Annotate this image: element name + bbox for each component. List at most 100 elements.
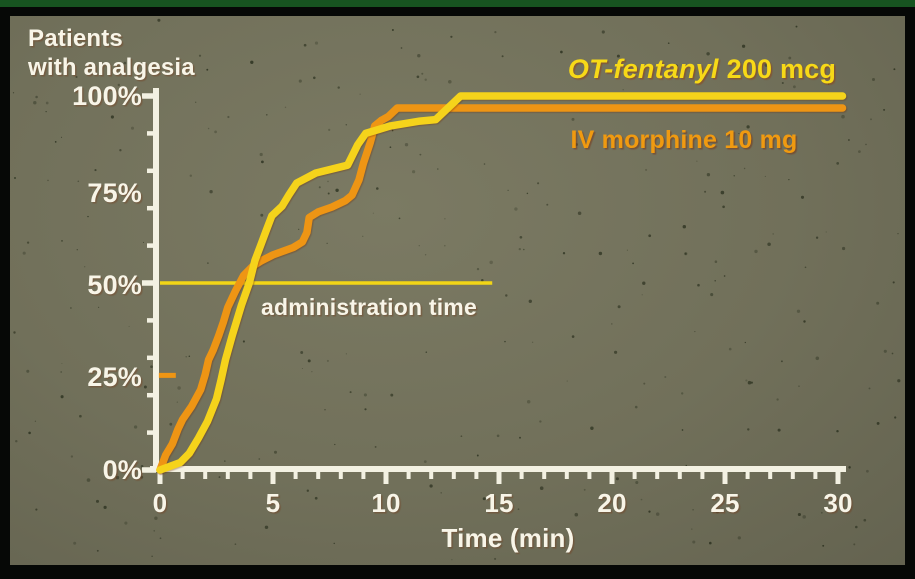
speckle [417, 54, 421, 58]
speckle [26, 241, 30, 244]
x-tick-label-30: 30 [823, 488, 853, 518]
speckle [883, 349, 887, 353]
speckle [747, 380, 752, 385]
speckle [574, 512, 579, 517]
speckle [863, 518, 867, 522]
speckle [822, 544, 825, 547]
speckle [84, 266, 86, 268]
speckle [423, 460, 427, 463]
speckle [169, 422, 173, 426]
speckle [537, 182, 540, 185]
speckle [642, 281, 646, 285]
speckle [51, 38, 53, 40]
speckle [372, 212, 374, 214]
speckle [159, 537, 162, 540]
speckle [440, 492, 442, 494]
speckle [746, 125, 750, 129]
speckle [78, 35, 82, 39]
speckle [622, 88, 624, 91]
speckle [776, 398, 779, 401]
speckle [741, 44, 746, 48]
speckle [13, 176, 17, 180]
speckle [376, 187, 379, 190]
speckle [404, 143, 409, 147]
speckle [128, 325, 130, 327]
speckle [733, 175, 735, 177]
speckle [391, 129, 394, 132]
speckle [318, 186, 321, 189]
speckle [75, 32, 77, 34]
speckle [307, 359, 311, 363]
speckle [883, 108, 886, 111]
speckle [815, 356, 820, 361]
speckle [157, 18, 161, 22]
speckle [754, 249, 758, 254]
speckle [70, 455, 74, 458]
speckle [207, 127, 210, 130]
legend-fentanyl: OT-fentanyl 200 mcg [552, 54, 852, 85]
speckle [364, 408, 367, 411]
speckle [209, 190, 213, 194]
speckle [261, 160, 264, 164]
speckle [460, 435, 463, 438]
speckle [494, 30, 497, 34]
speckle [714, 260, 718, 263]
speckle [723, 275, 726, 277]
speckle [61, 362, 63, 365]
speckle [79, 414, 82, 418]
chart-title-line1: Patients [28, 25, 123, 52]
speckle [300, 351, 304, 354]
speckle [842, 246, 846, 251]
speckle [424, 254, 427, 256]
speckle [694, 331, 696, 333]
speckle [853, 543, 856, 546]
x-axis-title: Time (min) [441, 523, 575, 553]
speckle [855, 525, 858, 529]
axes [142, 88, 846, 484]
speckle [349, 391, 352, 394]
speckle [894, 416, 897, 419]
speckle [327, 192, 330, 195]
annotation-lines [158, 281, 493, 378]
legend-morphine: IV morphine 10 mg [570, 126, 798, 154]
speckle [482, 497, 486, 501]
speckle [75, 75, 78, 79]
speckle [764, 175, 766, 177]
speckle [124, 521, 128, 525]
speckle [681, 429, 684, 431]
speckle [788, 178, 790, 181]
speckle [35, 508, 38, 511]
speckle [506, 493, 508, 495]
speckle [566, 380, 568, 382]
speckle [571, 335, 575, 338]
speckle [35, 95, 38, 99]
speckle [333, 542, 335, 545]
speckle [684, 252, 687, 255]
speckle [876, 301, 880, 305]
speckle [278, 310, 282, 314]
speckle [767, 242, 771, 247]
speckle [259, 152, 263, 157]
speckle [539, 420, 542, 423]
speckle [640, 498, 643, 501]
speckle [728, 347, 732, 351]
speckle [303, 43, 307, 47]
speckle [264, 525, 269, 530]
speckle [313, 76, 316, 80]
speckle [706, 52, 710, 56]
speckle [505, 294, 508, 297]
speckle [12, 92, 15, 94]
speckle [218, 476, 221, 479]
speckle [77, 180, 80, 183]
speckle [648, 234, 652, 238]
film-border-green-strip [0, 0, 915, 7]
speckle [476, 267, 480, 271]
speckle [645, 168, 648, 171]
speckle [710, 293, 714, 297]
speckle [444, 218, 446, 220]
speckle [575, 143, 579, 146]
speckle [34, 420, 37, 422]
y-tick-label-75: 75% [87, 178, 142, 208]
speckle [363, 393, 367, 397]
speckle [326, 242, 328, 244]
